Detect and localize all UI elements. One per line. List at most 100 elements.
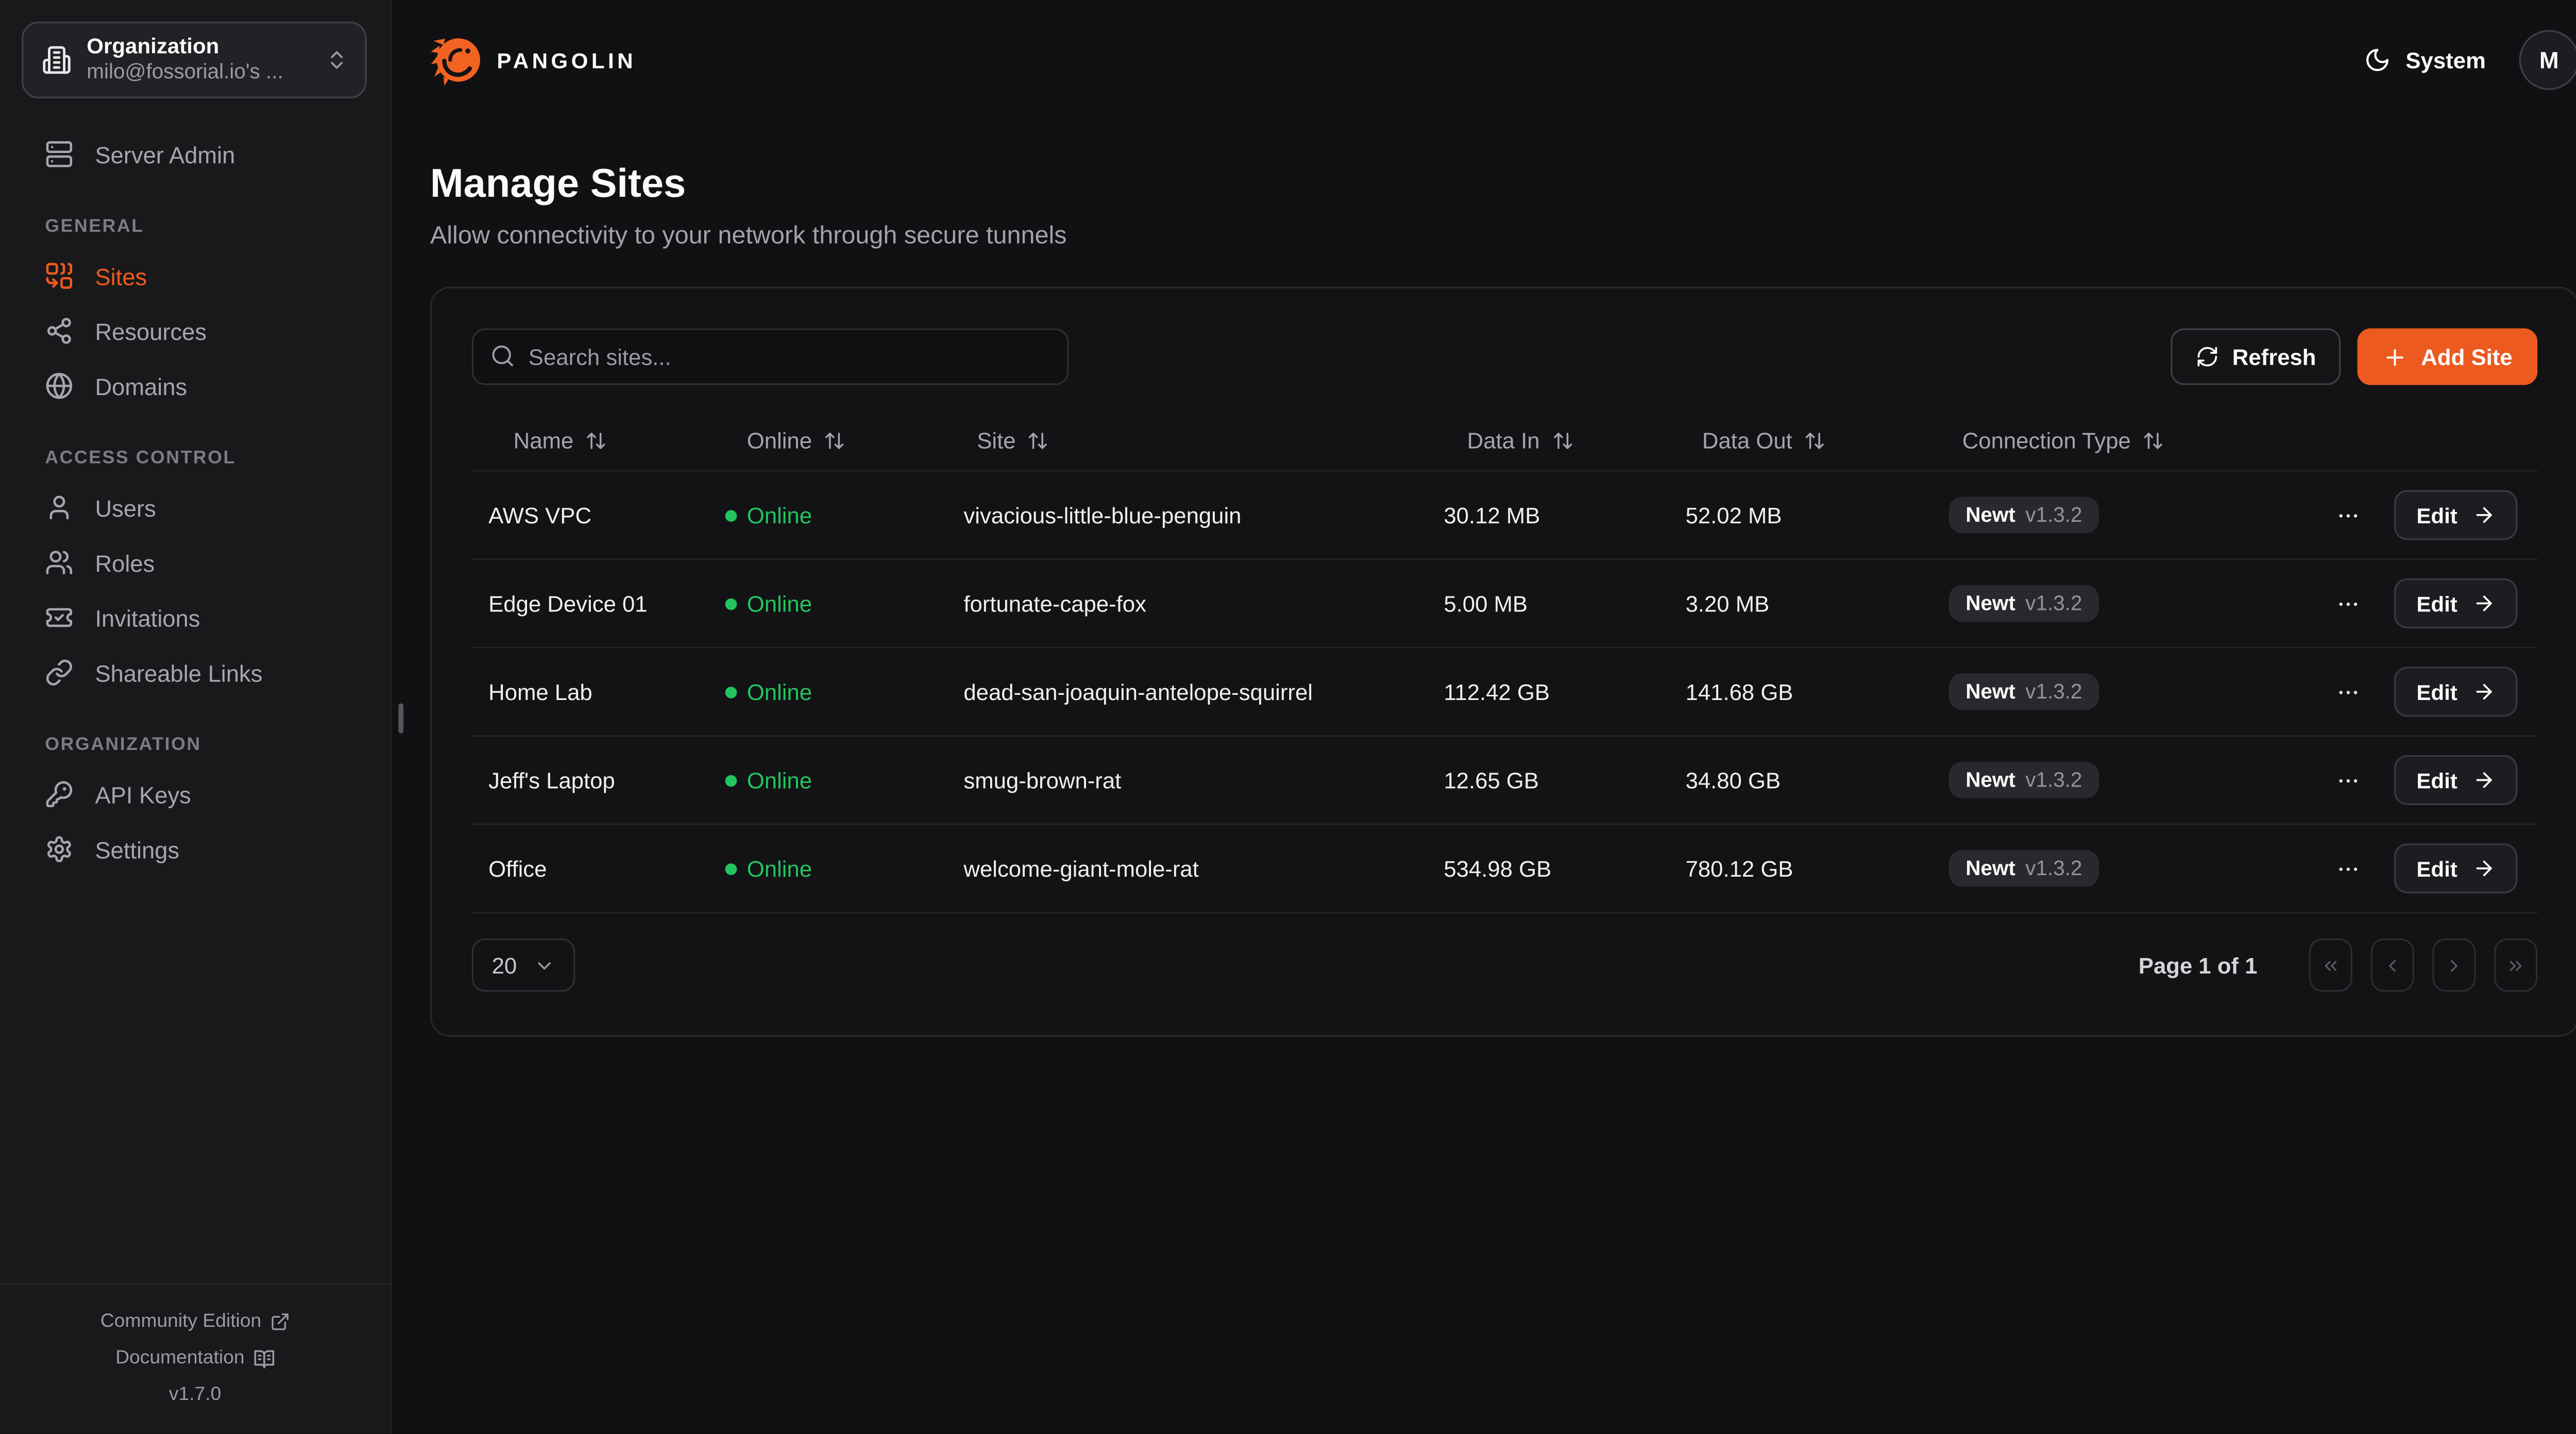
column-header-site[interactable]: Site (963, 429, 1440, 453)
site-name: AWS VPC (488, 502, 592, 528)
sidebar-item-roles[interactable]: Roles (0, 535, 390, 590)
sidebar-item-domains[interactable]: Domains (0, 358, 390, 414)
first-page-button[interactable] (2309, 938, 2352, 992)
client-version: v1.3.2 (2025, 591, 2082, 616)
server-icon (45, 140, 73, 168)
org-switcher-value: milo@fossorial.io's ... (87, 60, 283, 84)
online-status-dot (725, 509, 737, 521)
sidebar-nav: Server Admin GENERAL Sites Resources Dom (0, 127, 390, 877)
column-label: Data In (1467, 428, 1540, 454)
brand-name: PANGOLIN (497, 47, 637, 73)
row-menu-button[interactable] (2330, 584, 2368, 622)
toolbar-right: Refresh Add Site (2171, 328, 2538, 385)
documentation-label: Documentation (115, 1348, 245, 1369)
table-header-row: Name Online Site Data In (472, 412, 2537, 470)
arrow-right-icon (2476, 772, 2492, 788)
row-menu-button[interactable] (2330, 761, 2368, 799)
client-version: v1.3.2 (2025, 503, 2082, 527)
sidebar-item-api-keys[interactable]: API Keys (0, 767, 390, 822)
sidebar-item-label: Roles (95, 549, 155, 576)
page-size-select[interactable]: 20 (471, 938, 575, 992)
brand-home-link[interactable]: PANGOLIN (430, 33, 636, 87)
row-menu-button[interactable] (2330, 673, 2368, 711)
next-page-button[interactable] (2432, 938, 2476, 992)
theme-toggle[interactable]: System (2364, 47, 2486, 74)
data-out-value: 780.12 GB (1685, 856, 1793, 881)
row-menu-button[interactable] (2330, 496, 2368, 534)
sidebar-item-resources[interactable]: Resources (0, 303, 390, 358)
arrow-right-icon (2476, 860, 2492, 877)
edit-button[interactable]: Edit (2395, 578, 2518, 628)
pagination: 20 Page 1 of 1 (471, 938, 2538, 992)
connection-type-badge: Newt v1.3.2 (1948, 497, 2099, 534)
edit-button[interactable]: Edit (2395, 490, 2518, 540)
pagination-buttons (2309, 938, 2538, 992)
sidebar-item-shareable-links[interactable]: Shareable Links (0, 645, 390, 700)
community-edition-label: Community Edition (100, 1311, 262, 1332)
sidebar-item-label: Domains (95, 372, 188, 400)
sidebar-item-settings[interactable]: Settings (0, 822, 390, 877)
table-row: AWS VPC Online vivacious-little-blue-pen… (471, 470, 2538, 559)
row-menu-button[interactable] (2330, 849, 2368, 887)
chevron-down-icon (534, 954, 555, 976)
last-page-button[interactable] (2494, 938, 2538, 992)
sidebar-item-server-admin[interactable]: Server Admin (0, 127, 390, 182)
chevron-right-icon (2450, 959, 2458, 971)
client-name: Newt (1965, 768, 2015, 792)
ellipsis-icon (2340, 778, 2358, 782)
community-edition-link[interactable]: Community Edition (0, 1304, 390, 1340)
topbar-right: System M (2364, 30, 2576, 90)
moon-icon (2364, 47, 2391, 74)
add-site-button[interactable]: Add Site (2358, 328, 2538, 385)
edit-label: Edit (2416, 679, 2458, 705)
section-label-general: GENERAL (45, 216, 144, 237)
documentation-link[interactable]: Documentation (0, 1340, 390, 1377)
search-input[interactable] (471, 328, 1069, 385)
user-avatar[interactable]: M (2519, 30, 2576, 90)
data-out-value: 52.02 MB (1685, 502, 1782, 528)
site-name: Edge Device 01 (488, 591, 648, 616)
previous-page-button[interactable] (2370, 938, 2414, 992)
online-status-label: Online (747, 502, 812, 528)
org-switcher[interactable]: Organization milo@fossorial.io's ... (22, 22, 367, 98)
column-header-data-out[interactable]: Data Out (1682, 429, 1932, 453)
sidebar-item-sites[interactable]: Sites (0, 248, 390, 303)
column-header-connection-type[interactable]: Connection Type (1932, 429, 2265, 453)
column-header-name[interactable]: Name (472, 429, 725, 453)
sidebar-item-invitations[interactable]: Invitations (0, 590, 390, 645)
sidebar-footer: Community Edition Documentation v1.7.0 (0, 1283, 391, 1433)
column-header-data-in[interactable]: Data In (1440, 428, 1682, 454)
client-version: v1.3.2 (2025, 857, 2082, 880)
sidebar-item-label: Invitations (95, 604, 200, 631)
client-version: v1.3.2 (2025, 768, 2082, 792)
org-switcher-label: Organization (87, 33, 219, 59)
avatar-initial: M (2539, 46, 2559, 74)
column-header-online[interactable]: Online (725, 429, 964, 453)
connection-type-badge: Newt v1.3.2 (1948, 673, 2099, 710)
sort-arrows-icon (1551, 430, 1573, 452)
sites-table: Name Online Site Data In (471, 412, 2538, 914)
section-label-organization: ORGANIZATION (45, 735, 201, 755)
refresh-button[interactable]: Refresh (2171, 328, 2342, 385)
sidebar-resize-handle[interactable] (398, 703, 404, 733)
data-in-value: 112.42 GB (1444, 679, 1550, 705)
page-status: Page 1 of 1 (2138, 952, 2258, 978)
connection-type-badge: Newt v1.3.2 (1948, 585, 2099, 622)
globe-icon (45, 372, 73, 400)
sort-arrows-icon (824, 430, 845, 452)
edit-button[interactable]: Edit (2395, 843, 2518, 894)
page-title: Manage Sites (430, 161, 686, 207)
search-wrap (471, 328, 1069, 385)
edit-button[interactable]: Edit (2395, 755, 2518, 805)
sidebar-item-users[interactable]: Users (0, 480, 390, 535)
ticket-check-icon (45, 603, 73, 631)
site-slug: dead-san-joaquin-antelope-squirrel (963, 679, 1313, 705)
edit-label: Edit (2416, 591, 2458, 616)
users-icon (45, 549, 73, 577)
ellipsis-icon (2340, 690, 2358, 694)
edit-button[interactable]: Edit (2395, 667, 2518, 717)
arrow-right-icon (2476, 507, 2492, 523)
gear-icon (45, 835, 73, 863)
edit-label: Edit (2416, 502, 2458, 528)
theme-label: System (2405, 47, 2486, 73)
